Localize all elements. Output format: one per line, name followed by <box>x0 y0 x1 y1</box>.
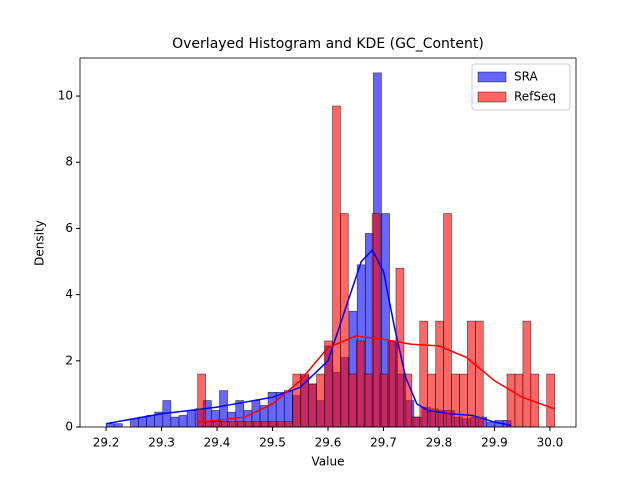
bar <box>546 373 555 428</box>
bar <box>113 423 123 428</box>
bar <box>178 415 188 428</box>
bar <box>146 415 155 428</box>
bar <box>451 373 460 428</box>
bar <box>443 213 452 428</box>
bar <box>284 421 294 428</box>
bar <box>244 421 254 428</box>
bar <box>130 418 139 428</box>
y-tick-label: 0 <box>65 420 73 434</box>
x-tick-label: 30.0 <box>537 436 564 450</box>
bar <box>419 320 428 428</box>
bar <box>506 373 516 428</box>
bar <box>486 421 496 428</box>
bar <box>205 421 214 428</box>
legend-swatch <box>477 71 507 83</box>
y-tick-label: 4 <box>65 287 73 301</box>
bar <box>229 421 238 428</box>
chart-title: Overlayed Histogram and KDE (GC_Content) <box>172 36 484 52</box>
x-tick-label: 29.8 <box>426 436 453 450</box>
bar <box>186 410 196 428</box>
bar <box>138 416 147 428</box>
bar <box>170 416 180 428</box>
bar <box>411 416 421 428</box>
bar <box>475 320 484 428</box>
legend-label: RefSeq <box>514 90 556 104</box>
bar <box>316 373 325 428</box>
kde-line <box>197 335 555 423</box>
x-tick-label: 29.6 <box>315 436 342 450</box>
y-axis-label: Density <box>33 220 47 266</box>
bar <box>459 373 468 428</box>
bar <box>355 340 365 428</box>
y-tick-label: 8 <box>65 155 73 169</box>
legend-swatch <box>477 91 507 103</box>
bar <box>268 421 278 428</box>
x-tick-label: 29.3 <box>148 436 175 450</box>
bar <box>348 373 357 428</box>
bar <box>276 421 286 428</box>
bar <box>324 340 333 428</box>
bar <box>379 373 389 428</box>
x-tick-label: 29.2 <box>93 436 120 450</box>
bar <box>197 373 206 428</box>
bar <box>252 421 262 428</box>
bar <box>522 320 532 428</box>
x-tick-label: 29.5 <box>259 436 286 450</box>
x-tick-label: 29.7 <box>370 436 397 450</box>
bar <box>514 373 524 428</box>
bar <box>213 421 222 428</box>
x-tick-label: 29.9 <box>481 436 508 450</box>
legend-label: SRA <box>514 70 538 84</box>
bar <box>308 383 317 428</box>
y-tick-label: 10 <box>58 89 73 103</box>
bar <box>387 340 397 428</box>
bar <box>371 213 381 428</box>
bar <box>363 373 373 428</box>
bar <box>236 421 246 428</box>
bar <box>332 105 341 428</box>
y-tick-label: 6 <box>65 221 73 235</box>
bar <box>221 421 230 428</box>
bar <box>260 421 270 428</box>
kde-line <box>105 248 512 427</box>
bar <box>467 320 476 428</box>
y-tick-label: 2 <box>65 353 73 367</box>
plot-frame <box>79 57 577 428</box>
bar <box>395 267 405 428</box>
bar <box>427 373 436 428</box>
x-tick-label: 29.4 <box>204 436 231 450</box>
x-axis-label: Value <box>312 455 345 469</box>
